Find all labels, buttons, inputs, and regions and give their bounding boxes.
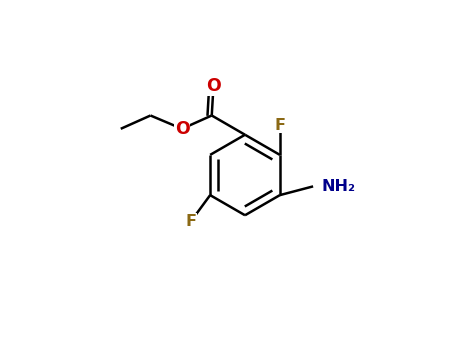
Text: F: F xyxy=(185,214,197,229)
Text: O: O xyxy=(175,120,189,138)
Text: O: O xyxy=(206,77,221,95)
Text: NH₂: NH₂ xyxy=(322,179,356,194)
Text: F: F xyxy=(274,118,285,133)
